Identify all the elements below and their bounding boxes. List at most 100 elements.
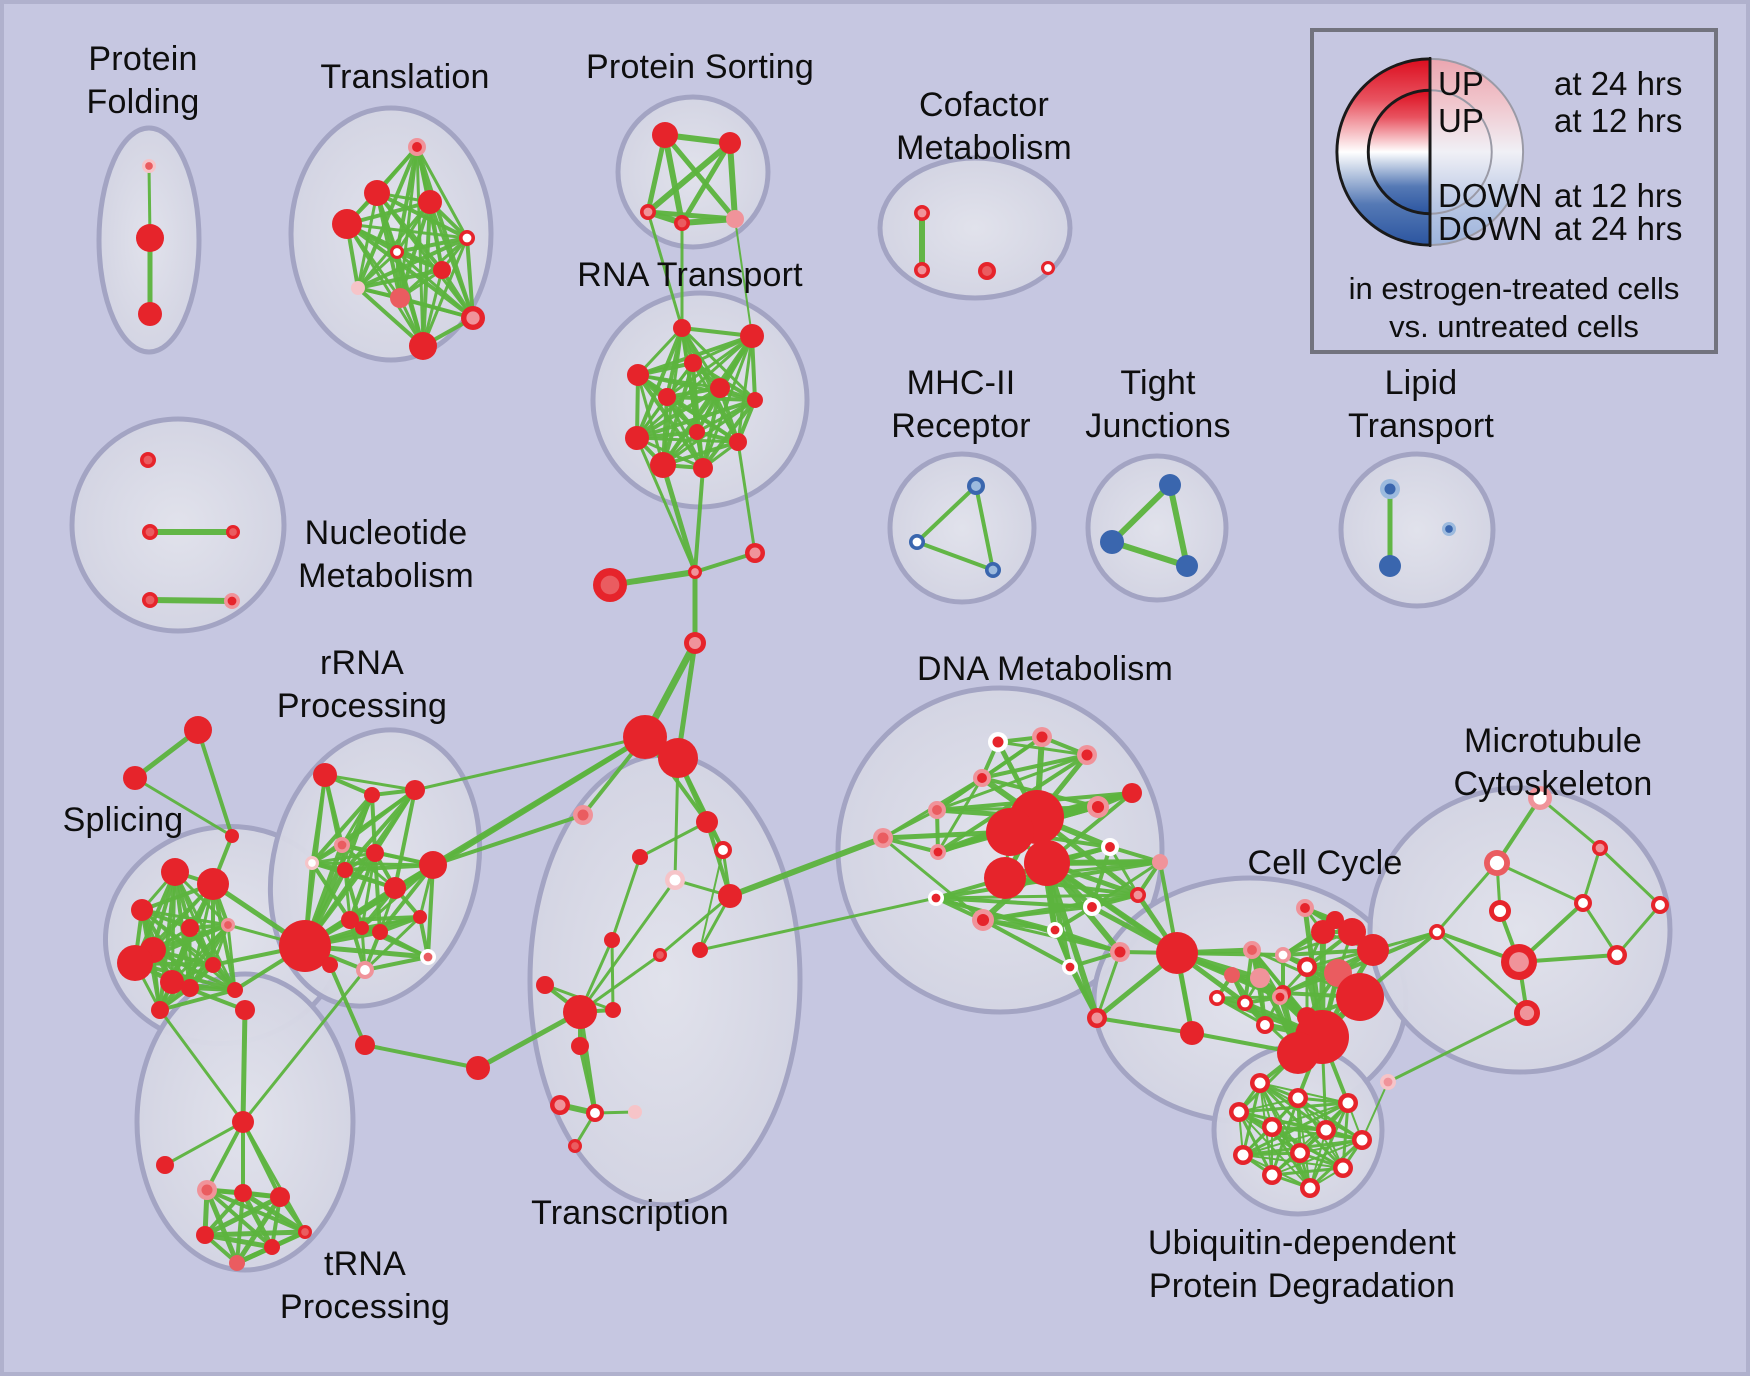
gene-node-ub6[interactable] — [1316, 1120, 1336, 1140]
gene-node-cc7[interactable] — [1297, 957, 1317, 977]
gene-node-tr5[interactable] — [196, 1226, 214, 1244]
gene-node-mtj[interactable] — [1429, 924, 1445, 940]
gene-node-hub2[interactable] — [658, 738, 698, 778]
gene-node-tj2[interactable] — [1100, 530, 1124, 554]
gene-node-pn1[interactable] — [573, 805, 593, 825]
gene-node-t4[interactable] — [418, 190, 442, 214]
gene-node-rr7[interactable] — [366, 844, 384, 862]
gene-node-t6[interactable] — [390, 245, 404, 259]
gene-node-rr3[interactable] — [405, 780, 425, 800]
gene-node-pf2[interactable] — [136, 224, 164, 252]
gene-node-mta[interactable] — [1528, 786, 1552, 810]
gene-node-tr7[interactable] — [229, 1255, 245, 1271]
gene-node-rr1[interactable] — [313, 763, 337, 787]
gene-node-rr14[interactable] — [420, 949, 436, 965]
gene-node-tx10[interactable] — [536, 976, 554, 994]
gene-node-dm5[interactable] — [928, 801, 946, 819]
gene-node-br4[interactable] — [466, 1056, 490, 1080]
gene-node-pf3[interactable] — [138, 302, 162, 326]
gene-node-tx15[interactable] — [568, 1139, 582, 1153]
gene-node-pf1[interactable] — [142, 159, 156, 173]
gene-node-mtd[interactable] — [1501, 944, 1537, 980]
gene-node-sp4[interactable] — [181, 919, 199, 937]
gene-node-ps3[interactable] — [640, 204, 656, 220]
gene-node-ub7[interactable] — [1352, 1130, 1372, 1150]
gene-node-cc17[interactable] — [1237, 995, 1253, 1011]
gene-node-dm10[interactable] — [1101, 838, 1119, 856]
gene-node-mh2[interactable] — [909, 534, 925, 550]
gene-node-tr3[interactable] — [234, 1184, 252, 1202]
gene-node-rr12[interactable] — [372, 924, 388, 940]
gene-node-rt6[interactable] — [658, 388, 676, 406]
gene-node-t2[interactable] — [364, 180, 390, 206]
gene-node-dm2[interactable] — [1032, 727, 1052, 747]
gene-node-dm6[interactable] — [873, 828, 893, 848]
gene-node-rrh[interactable] — [279, 920, 331, 972]
gene-node-ub5[interactable] — [1262, 1117, 1282, 1137]
gene-node-t1[interactable] — [408, 138, 426, 156]
gene-node-rt3[interactable] — [627, 364, 649, 386]
gene-node-t10[interactable] — [461, 306, 485, 330]
gene-node-tr6[interactable] — [264, 1239, 280, 1255]
gene-node-t9[interactable] — [390, 288, 410, 308]
gene-node-rt8[interactable] — [625, 426, 649, 450]
gene-node-cf4[interactable] — [1041, 261, 1055, 275]
gene-node-rr2[interactable] — [364, 787, 380, 803]
gene-node-rt2[interactable] — [740, 324, 764, 348]
gene-node-t5[interactable] — [459, 230, 475, 246]
gene-node-sp8[interactable] — [117, 945, 153, 981]
gene-node-dm9[interactable] — [1122, 783, 1142, 803]
gene-node-nm3[interactable] — [226, 525, 240, 539]
gene-node-cc6[interactable] — [1275, 947, 1291, 963]
gene-node-dm7[interactable] — [930, 844, 946, 860]
gene-node-dm3[interactable] — [1077, 745, 1097, 765]
gene-node-ps1[interactable] — [652, 122, 678, 148]
gene-node-dm4[interactable] — [973, 769, 991, 787]
gene-node-rt9[interactable] — [689, 424, 705, 440]
gene-node-rt4[interactable] — [684, 354, 702, 372]
gene-node-sp1[interactable] — [161, 858, 189, 886]
gene-node-j3[interactable] — [593, 568, 627, 602]
gene-node-sp5[interactable] — [221, 918, 235, 932]
gene-node-rr10[interactable] — [341, 911, 359, 929]
gene-node-rt5[interactable] — [710, 378, 730, 398]
gene-node-nm5[interactable] — [224, 593, 240, 609]
gene-node-tx8[interactable] — [692, 942, 708, 958]
gene-node-cc15[interactable] — [1250, 968, 1270, 988]
gene-node-tx5[interactable] — [718, 884, 742, 908]
gene-node-dm13[interactable] — [1083, 898, 1101, 916]
gene-node-hub1[interactable] — [623, 715, 667, 759]
gene-node-mtf[interactable] — [1574, 894, 1592, 912]
gene-node-ub3[interactable] — [1338, 1093, 1358, 1113]
gene-node-j1[interactable] — [688, 565, 702, 579]
gene-node-t3[interactable] — [332, 209, 362, 239]
gene-node-mth[interactable] — [1592, 840, 1608, 856]
gene-node-tr2[interactable] — [197, 1180, 217, 1200]
gene-node-dmb4[interactable] — [984, 857, 1026, 899]
gene-node-cc14[interactable] — [1243, 941, 1261, 959]
gene-node-cc4[interactable] — [1338, 918, 1366, 946]
gene-node-ub10[interactable] — [1333, 1158, 1353, 1178]
gene-node-dm11[interactable] — [1152, 854, 1168, 870]
gene-node-rr11[interactable] — [355, 921, 369, 935]
gene-node-tr4[interactable] — [270, 1187, 290, 1207]
gene-node-ub8[interactable] — [1233, 1145, 1253, 1165]
gene-node-rr13[interactable] — [413, 910, 427, 924]
gene-node-dm14[interactable] — [928, 890, 944, 906]
gene-node-tx3[interactable] — [665, 870, 685, 890]
gene-node-ps5[interactable] — [726, 210, 744, 228]
gene-node-sp7[interactable] — [205, 957, 221, 973]
gene-node-cc16[interactable] — [1272, 989, 1288, 1005]
gene-node-dm18[interactable] — [1062, 959, 1078, 975]
gene-node-sp10[interactable] — [181, 979, 199, 997]
gene-node-rt10[interactable] — [729, 433, 747, 451]
gene-node-ps4[interactable] — [674, 215, 690, 231]
gene-node-dm20[interactable] — [1180, 1021, 1204, 1045]
gene-node-mh3[interactable] — [985, 562, 1001, 578]
gene-node-ps2[interactable] — [719, 132, 741, 154]
gene-node-cc18[interactable] — [1256, 1016, 1274, 1034]
gene-node-tj1[interactable] — [1159, 474, 1181, 496]
gene-node-dm1[interactable] — [988, 732, 1008, 752]
gene-node-t11[interactable] — [409, 332, 437, 360]
gene-node-cf3[interactable] — [978, 262, 996, 280]
